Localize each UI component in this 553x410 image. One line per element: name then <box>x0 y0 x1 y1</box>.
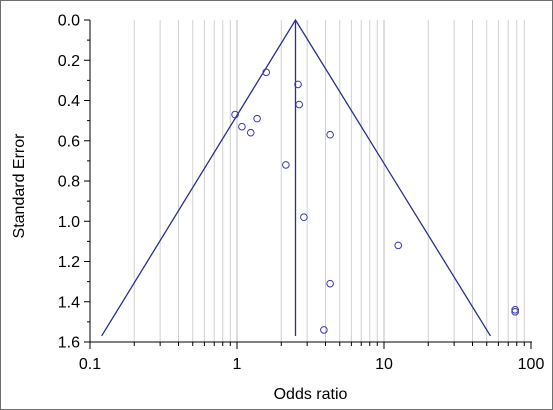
data-point <box>326 130 334 139</box>
y-axis-label: Standard Error <box>11 133 28 239</box>
grid <box>133 20 525 342</box>
axes: 0.0 0.2 0.4 0.6 0.8 1.0 1.2 1.4 1.6 0.1 1 10 100 <box>58 13 545 374</box>
data-point <box>294 80 302 89</box>
y-tick-label: 0.4 <box>58 93 80 110</box>
y-tick-label: 1.2 <box>58 254 80 271</box>
x-tick-label: 1 <box>233 356 242 373</box>
y-tick-label: 1.4 <box>58 294 80 311</box>
data-point <box>394 241 403 250</box>
funnel-lines <box>101 18 492 337</box>
data-point <box>238 122 246 131</box>
data-point <box>253 114 261 123</box>
y-tick-label: 0.2 <box>58 53 80 70</box>
x-tick-label: 10 <box>375 356 393 373</box>
data-point <box>282 161 290 169</box>
x-axis-label: Odds ratio <box>274 386 348 403</box>
data-point <box>295 100 304 109</box>
x-tick-label: 0.1 <box>79 356 101 373</box>
data-point <box>326 279 334 288</box>
x-tick-label: 100 <box>518 356 545 373</box>
data-point <box>300 213 308 222</box>
data-point <box>246 128 255 137</box>
data-point <box>231 110 239 119</box>
y-tick-label: 1.6 <box>58 335 80 352</box>
y-tick-label: 0.6 <box>58 133 80 150</box>
y-tick-label: 0.8 <box>58 174 80 191</box>
y-tick-label: 1.0 <box>58 214 80 231</box>
data-point <box>511 308 519 316</box>
data-points <box>231 68 519 334</box>
data-point <box>320 326 328 334</box>
y-tick-label: 0.0 <box>58 13 80 30</box>
data-point <box>262 68 271 77</box>
data-point <box>511 306 519 314</box>
